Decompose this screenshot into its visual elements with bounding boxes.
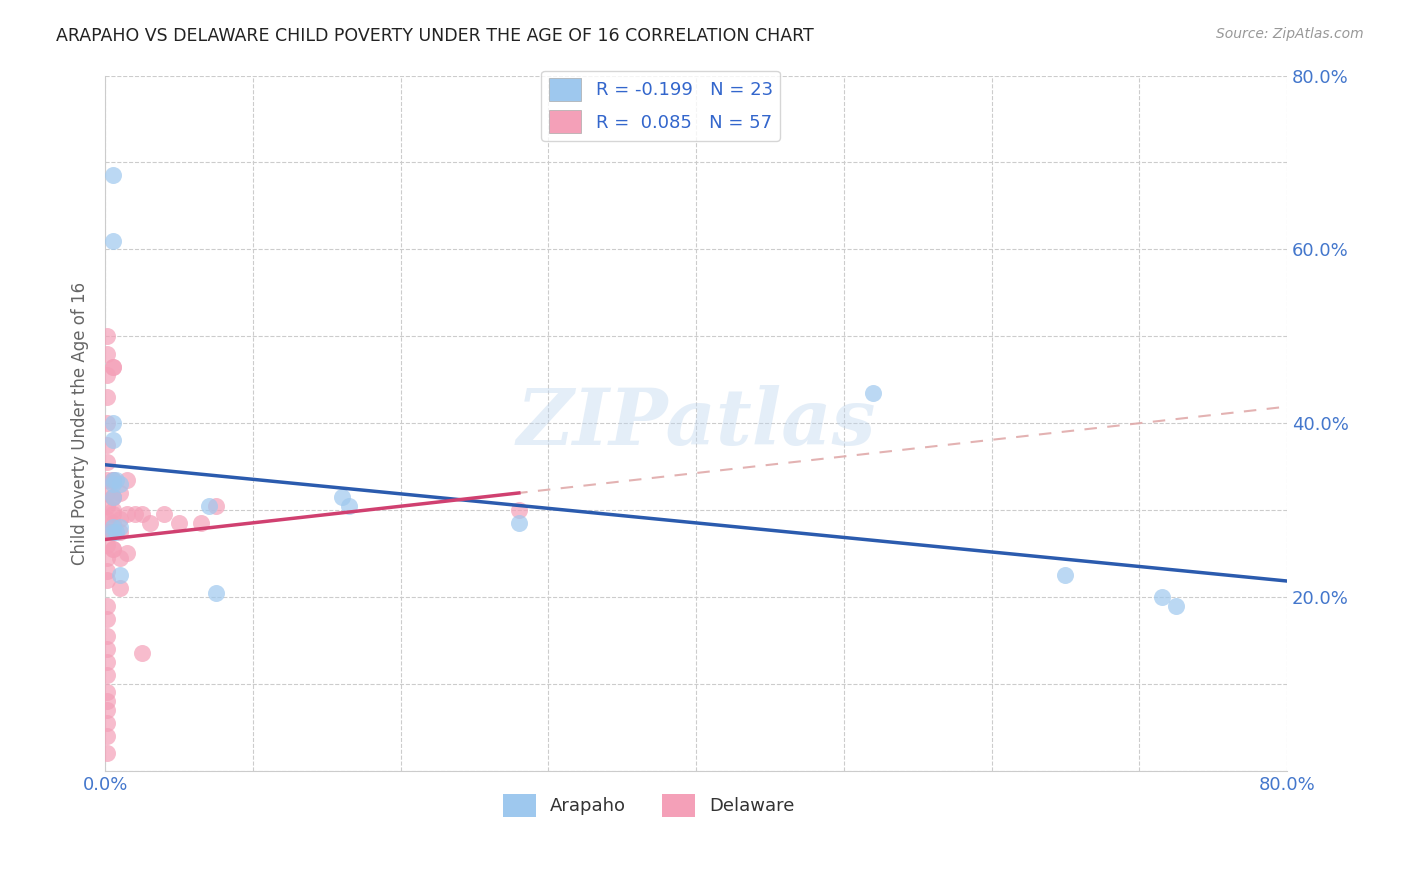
- Point: [101, 524, 124, 539]
- Point: [101, 473, 124, 487]
- Point: [96, 729, 118, 743]
- Point: [108, 511, 131, 525]
- Point: [96, 485, 118, 500]
- Point: [96, 715, 118, 730]
- Point: [101, 477, 124, 491]
- Point: [117, 546, 139, 560]
- Point: [101, 473, 124, 487]
- Point: [96, 368, 118, 383]
- Point: [96, 642, 118, 657]
- Point: [101, 359, 124, 374]
- Point: [108, 524, 131, 539]
- Point: [101, 169, 124, 183]
- Point: [96, 685, 118, 699]
- Point: [104, 473, 127, 487]
- Point: [96, 390, 118, 404]
- Point: [508, 516, 530, 530]
- Point: [108, 520, 131, 534]
- Point: [96, 655, 118, 669]
- Point: [96, 438, 118, 452]
- Point: [117, 508, 139, 522]
- Text: Source: ZipAtlas.com: Source: ZipAtlas.com: [1216, 27, 1364, 41]
- Point: [104, 524, 127, 539]
- Point: [101, 359, 124, 374]
- Point: [862, 385, 884, 400]
- Point: [508, 503, 530, 517]
- Point: [96, 524, 118, 539]
- Text: ARAPAHO VS DELAWARE CHILD POVERTY UNDER THE AGE OF 16 CORRELATION CHART: ARAPAHO VS DELAWARE CHILD POVERTY UNDER …: [56, 27, 814, 45]
- Point: [337, 499, 360, 513]
- Point: [101, 490, 124, 504]
- Point: [101, 473, 124, 487]
- Point: [96, 329, 118, 343]
- Text: ZIPatlas: ZIPatlas: [516, 384, 876, 461]
- Point: [101, 416, 124, 430]
- Point: [96, 747, 118, 761]
- Point: [96, 538, 118, 552]
- Y-axis label: Child Poverty Under the Age of 16: Child Poverty Under the Age of 16: [72, 282, 89, 565]
- Point: [101, 490, 124, 504]
- Point: [330, 490, 353, 504]
- Point: [101, 234, 124, 248]
- Point: [101, 516, 124, 530]
- Point: [117, 473, 139, 487]
- Point: [96, 564, 118, 578]
- Point: [108, 477, 131, 491]
- Point: [96, 499, 118, 513]
- Point: [1166, 599, 1188, 613]
- Point: [197, 499, 219, 513]
- Point: [190, 516, 212, 530]
- Point: [96, 629, 118, 643]
- Point: [205, 585, 228, 599]
- Point: [167, 516, 190, 530]
- Point: [101, 520, 124, 534]
- Point: [101, 490, 124, 504]
- Point: [96, 703, 118, 717]
- Point: [108, 550, 131, 565]
- Point: [1054, 568, 1077, 582]
- Point: [96, 473, 118, 487]
- Point: [101, 508, 124, 522]
- Point: [138, 516, 160, 530]
- Point: [101, 503, 124, 517]
- Point: [153, 508, 176, 522]
- Point: [101, 434, 124, 448]
- Point: [124, 508, 146, 522]
- Point: [108, 581, 131, 595]
- Point: [101, 542, 124, 557]
- Point: [131, 646, 153, 660]
- Point: [108, 568, 131, 582]
- Point: [131, 508, 153, 522]
- Point: [1150, 590, 1173, 604]
- Point: [101, 524, 124, 539]
- Point: [96, 694, 118, 708]
- Point: [96, 455, 118, 469]
- Point: [108, 485, 131, 500]
- Point: [96, 573, 118, 587]
- Point: [96, 550, 118, 565]
- Point: [96, 346, 118, 360]
- Point: [96, 612, 118, 626]
- Point: [101, 542, 124, 557]
- Point: [96, 416, 118, 430]
- Point: [205, 499, 228, 513]
- Point: [96, 668, 118, 682]
- Point: [96, 599, 118, 613]
- Legend: Arapaho, Delaware: Arapaho, Delaware: [496, 787, 801, 824]
- Point: [96, 511, 118, 525]
